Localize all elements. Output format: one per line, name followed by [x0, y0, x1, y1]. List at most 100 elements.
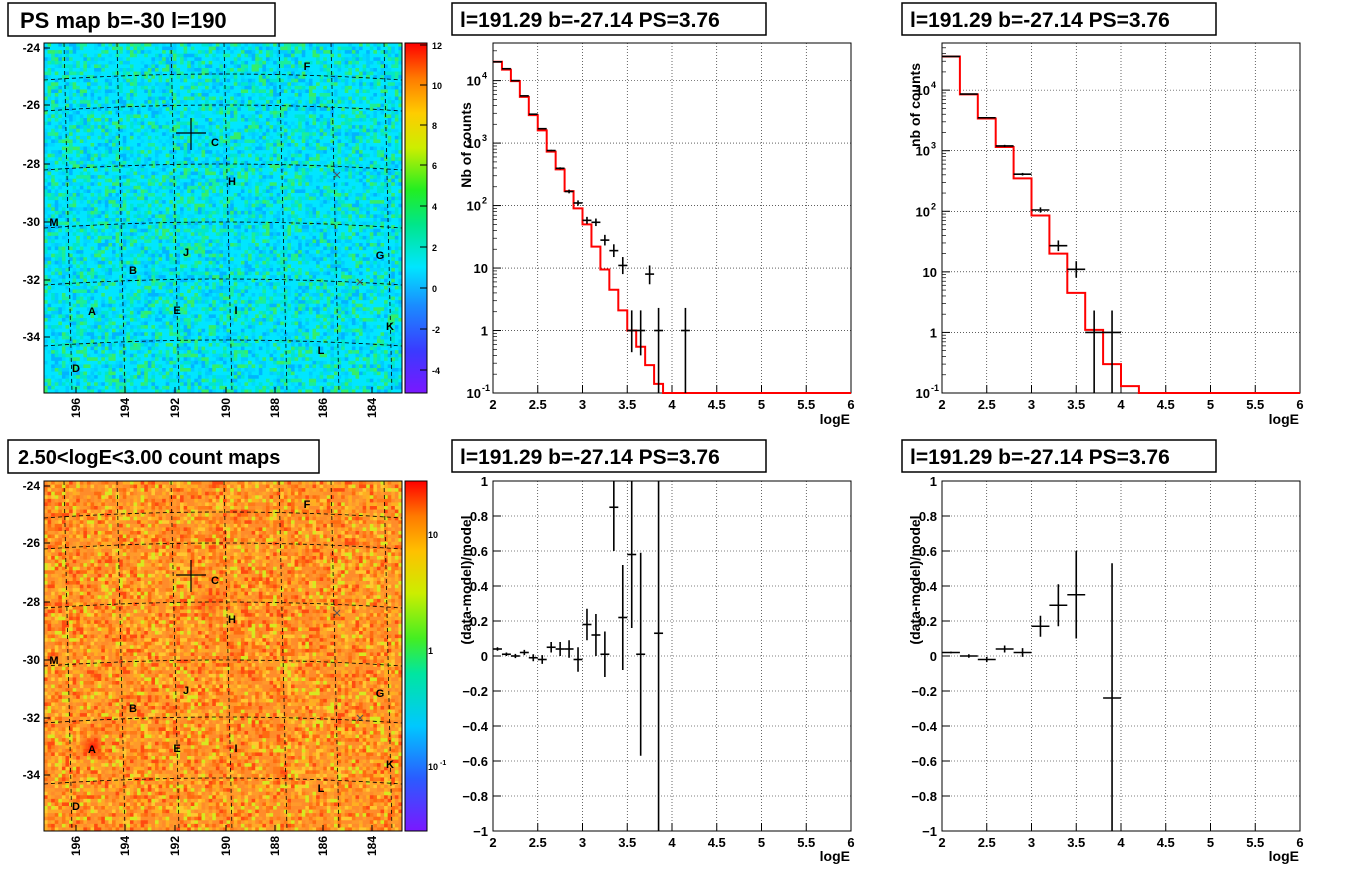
map-pixel [197, 128, 202, 133]
map-pixel [122, 110, 127, 115]
map-pixel [326, 182, 331, 187]
map-pixel [54, 153, 59, 158]
map-pixel [359, 57, 364, 62]
map-pixel [230, 178, 235, 183]
map-pixel [197, 150, 202, 155]
map-pixel [76, 110, 81, 115]
map-pixel [194, 132, 199, 137]
map-pixel [187, 175, 192, 180]
map-pixel [183, 43, 188, 47]
map-pixel [384, 189, 389, 194]
map-pixel [212, 53, 217, 58]
map-pixel [348, 57, 353, 62]
map-pixel [308, 64, 313, 69]
map-pixel [187, 160, 192, 165]
map-pixel [387, 168, 392, 172]
map-pixel [337, 203, 342, 208]
map-pixel [251, 200, 256, 205]
map-pixel [394, 150, 399, 155]
map-pixel [112, 107, 116, 112]
map-pixel [262, 218, 267, 222]
map-pixel [355, 218, 360, 222]
map-pixel [183, 118, 188, 122]
map-pixel [283, 185, 288, 190]
map-pixel [273, 193, 278, 197]
map-pixel [251, 175, 256, 180]
map-pixel [366, 143, 371, 147]
map-pixel [162, 200, 167, 205]
map-pixel [326, 128, 331, 133]
map-pixel [76, 189, 81, 194]
map-pixel [223, 164, 227, 169]
map-pixel [362, 143, 367, 147]
map-pixel [280, 46, 285, 51]
map-pixel [147, 121, 152, 126]
map-pixel [212, 89, 217, 94]
map-pixel [194, 125, 199, 130]
map-pixel [298, 193, 303, 197]
map-pixel [212, 139, 217, 144]
map-pixel [233, 214, 238, 219]
map-pixel [337, 46, 342, 51]
map-pixel [248, 110, 253, 115]
map-pixel [244, 125, 249, 130]
map-pixel [72, 150, 77, 155]
map-pixel [169, 175, 174, 180]
map-pixel [54, 207, 59, 212]
map-pixel [79, 114, 84, 119]
map-pixel [312, 171, 317, 176]
map-pixel [187, 135, 192, 140]
map-pixel [158, 96, 163, 101]
map-pixel [169, 189, 174, 194]
map-pixel [212, 100, 217, 105]
map-pixel [233, 210, 238, 215]
map-pixel [61, 103, 66, 108]
map-pixel [90, 46, 95, 51]
map-pixel [380, 75, 385, 80]
map-pixel [391, 185, 396, 190]
map-pixel [280, 64, 285, 69]
map-pixel [154, 189, 159, 194]
map-pixel [294, 53, 299, 58]
map-pixel [283, 89, 288, 94]
map-pixel [344, 43, 349, 47]
map-pixel [126, 107, 131, 112]
map-pixel [394, 85, 399, 90]
map-pixel [201, 189, 206, 194]
map-pixel [65, 175, 70, 180]
map-pixel [65, 121, 70, 126]
map-pixel [283, 171, 288, 176]
map-pixel [194, 203, 199, 208]
map-pixel [151, 146, 156, 151]
map-pixel [104, 175, 109, 180]
map-pixel [90, 218, 95, 222]
map-pixel [273, 53, 278, 58]
map-pixel [351, 214, 356, 219]
map-pixel [387, 107, 392, 112]
map-pixel [58, 175, 63, 180]
map-pixel [376, 139, 381, 144]
map-pixel [265, 75, 270, 80]
map-pixel [355, 57, 360, 62]
map-pixel [316, 85, 321, 90]
map-pixel [76, 71, 81, 76]
map-pixel [398, 150, 403, 155]
map-pixel [61, 175, 66, 180]
map-pixel [348, 121, 353, 126]
map-pixel [387, 85, 392, 90]
map-pixel [205, 150, 210, 155]
map-pixel [351, 182, 356, 187]
map-pixel [183, 50, 188, 55]
map-pixel [187, 125, 192, 130]
map-pixel [154, 160, 159, 165]
map-pixel [158, 121, 163, 126]
map-pixel [323, 139, 328, 144]
map-pixel [337, 218, 342, 222]
map-pixel [269, 178, 274, 183]
map-pixel [330, 50, 335, 55]
map-pixel [76, 78, 81, 83]
map-pixel [79, 110, 84, 115]
map-pixel [319, 121, 324, 126]
map-pixel [387, 200, 392, 205]
map-pixel [212, 210, 217, 215]
